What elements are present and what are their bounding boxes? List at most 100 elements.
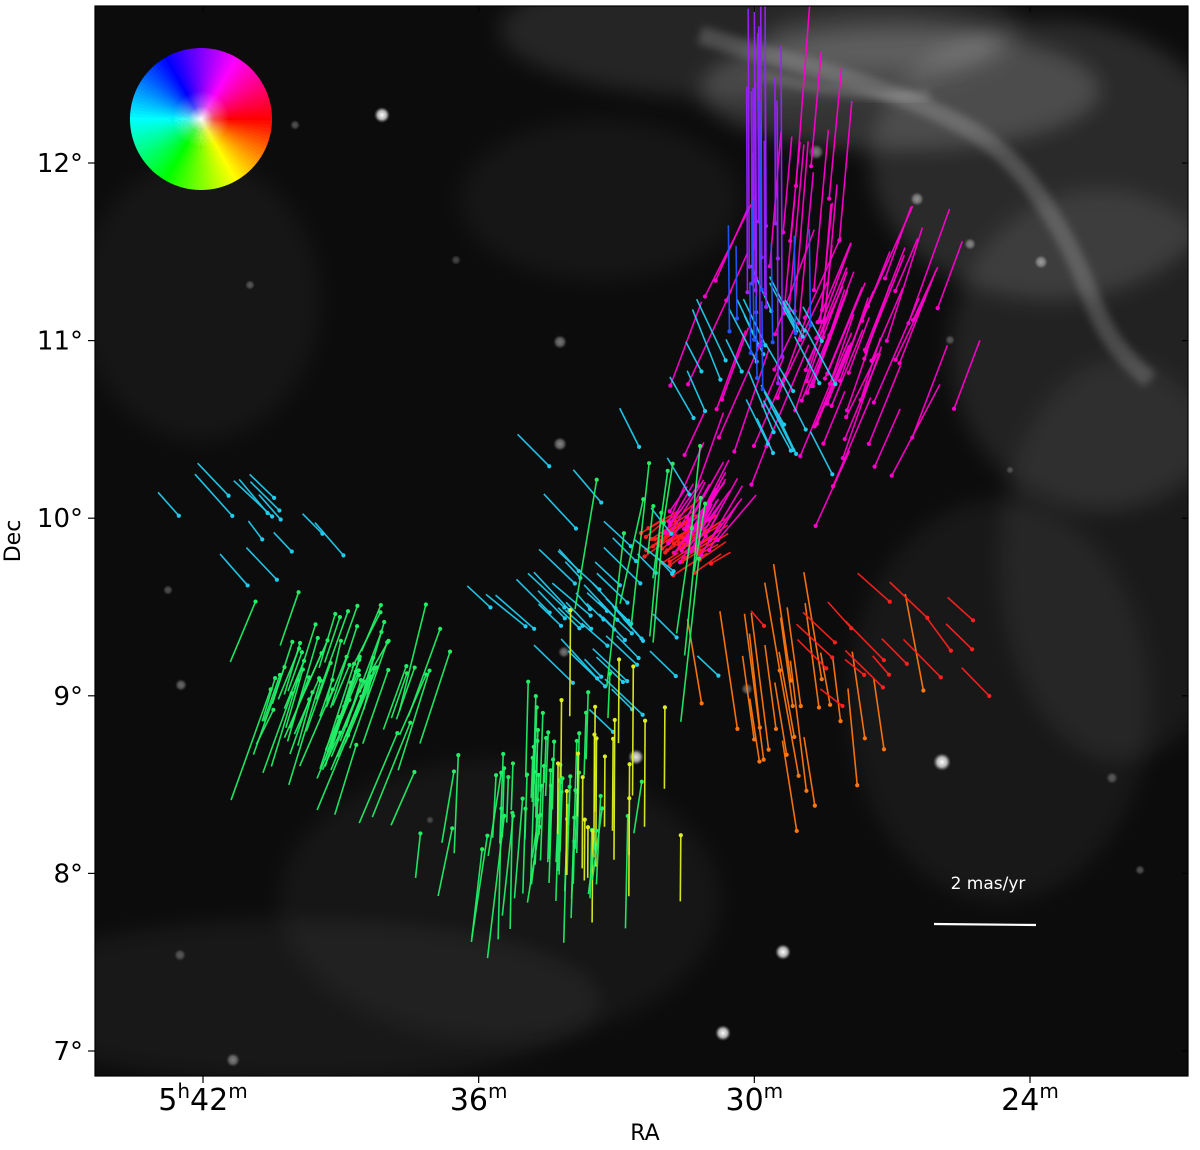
vector-head-dot [752,338,756,342]
background-star [808,144,824,160]
vector-head-dot [859,398,863,402]
vector-head-dot [824,666,828,670]
vector-head-dot [357,689,361,693]
vector-head-dot [724,298,728,302]
vector-head-dot [814,336,818,340]
vector-head-dot [872,465,876,469]
vector-head-dot [643,719,647,723]
vector-head-dot [752,444,756,448]
vector-head-dot [718,378,722,382]
vector-head-dot [910,435,914,439]
vector-head-dot [593,705,597,709]
vector-head-dot [551,757,555,761]
vector-head-dot [703,502,707,506]
background-star [1135,865,1145,875]
vector-head-dot [804,368,808,372]
vector-head-dot [773,221,777,225]
vector-head-dot [793,331,797,335]
vector-head-dot [523,624,527,628]
vector-head-dot [318,679,322,683]
vector-head-dot [797,774,801,778]
vector-head-dot [800,398,804,402]
vector-head-dot [568,785,572,789]
vector-head-dot [413,665,417,669]
vector-head-dot [749,351,753,355]
vector-head-dot [804,427,808,431]
vector-head-dot [897,361,901,365]
vector-head-dot [780,354,784,358]
vector-head-dot [881,685,885,689]
vector-head-dot [805,379,809,383]
vector-head-dot [635,663,639,667]
vector-head-dot [372,666,376,670]
vector-head-dot [368,674,372,678]
vector-head-dot [700,701,704,705]
vector-head-dot [887,673,891,677]
vector-head-dot [378,610,382,614]
vector-head-dot [494,773,498,777]
vector-head-dot [536,815,540,819]
vector-head-dot [320,532,324,536]
vector-head-dot [703,409,707,413]
proper-motion-vector [762,301,763,389]
vector-head-dot [605,644,609,648]
vector-head-dot [647,461,651,465]
vector-head-dot [763,292,767,296]
vector-head-dot [747,264,751,268]
vector-head-dot [627,762,631,766]
proper-motion-vector [758,33,759,221]
vector-head-dot [330,678,334,682]
vector-head-dot [844,415,848,419]
vector-head-dot [740,369,744,373]
vector-head-dot [680,548,684,552]
vector-head-dot [613,718,617,722]
nebula-blob [850,500,1150,900]
vector-head-dot [883,276,887,280]
x-axis-title: RA [630,1121,659,1146]
vector-head-dot [226,494,230,498]
vector-head-dot [333,612,337,616]
vector-head-dot [773,332,777,336]
vector-head-dot [511,761,515,765]
vector-head-dot [825,402,829,406]
vector-head-dot [791,704,795,708]
vector-head-dot [678,560,682,564]
vector-head-dot [970,647,974,651]
vector-head-dot [675,635,679,639]
vector-head-dot [501,752,505,756]
vector-head-dot [511,814,515,818]
vector-head-dot [792,735,796,739]
vector-head-dot [625,600,629,604]
vector-head-dot [537,825,541,829]
vector-head-dot [762,758,766,762]
vector-head-dot [642,554,646,558]
background-star [226,1053,240,1067]
background-star [451,255,461,265]
vector-head-dot [668,509,672,513]
vector-head-dot [774,727,778,731]
vector-head-dot [640,780,644,784]
vector-head-dot [906,321,910,325]
y-tick-label: 12° [37,149,83,179]
vector-head-dot [621,680,625,684]
proper-motion-vector [736,246,737,319]
vector-head-dot [799,704,803,708]
x-tick-label: 36m [450,1079,508,1118]
vector-head-dot [833,640,837,644]
vector-head-dot [885,339,889,343]
vector-head-dot [572,816,576,820]
vector-head-dot [808,323,812,327]
vector-head-dot [547,464,551,468]
vector-head-dot [663,705,667,709]
vector-head-dot [277,508,281,512]
vector-head-dot [599,675,603,679]
vector-head-dot [838,719,842,723]
vector-head-dot [594,829,598,833]
vector-head-dot [771,451,775,455]
vector-head-dot [764,305,768,309]
vector-head-dot [758,725,762,729]
vector-head-dot [480,847,484,851]
y-axis-title: Dec [1,520,26,563]
vector-head-dot [818,319,822,323]
